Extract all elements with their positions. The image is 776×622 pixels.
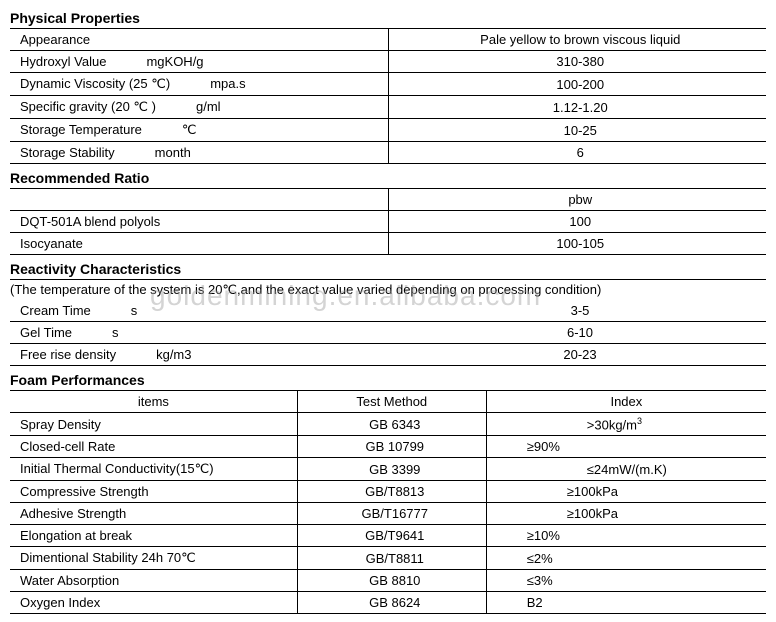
ratio-table: pbw DQT-501A blend polyols100Isocyanate1… <box>10 189 766 255</box>
foam-index: ≥90% <box>486 436 766 458</box>
table-row: Storage Stabilitymonth6 <box>10 142 766 164</box>
foam-item: Initial Thermal Conductivity(15℃) <box>10 458 297 481</box>
table-row: Free rise densitykg/m320-23 <box>10 344 766 366</box>
foam-item: Compressive Strength <box>10 481 297 503</box>
table-row: AppearancePale yellow to brown viscous l… <box>10 29 766 51</box>
foam-index: ≤24mW/(m.K) <box>486 458 766 481</box>
property-value: 310-380 <box>388 51 766 73</box>
foam-table: items Test Method Index Spray DensityGB … <box>10 391 766 614</box>
reactivity-value: 6-10 <box>388 322 766 344</box>
foam-item: Oxygen Index <box>10 592 297 614</box>
foam-method: GB 10799 <box>297 436 486 458</box>
foam-index: ≤3% <box>486 570 766 592</box>
physical-title: Physical Properties <box>10 6 766 29</box>
table-row: Elongation at breakGB/T9641≥10% <box>10 525 766 547</box>
foam-title: Foam Performances <box>10 368 766 391</box>
foam-item: Elongation at break <box>10 525 297 547</box>
foam-item: Water Absorption <box>10 570 297 592</box>
ratio-label: DQT-501A blend polyols <box>10 211 388 233</box>
foam-method: GB/T16777 <box>297 503 486 525</box>
reactivity-label: Gel Times <box>10 322 388 344</box>
property-unit: mgKOH/g <box>146 54 203 69</box>
table-row: Hydroxyl ValuemgKOH/g310-380 <box>10 51 766 73</box>
foam-item: Dimentional Stability 24h 70℃ <box>10 547 297 570</box>
physical-table: AppearancePale yellow to brown viscous l… <box>10 29 766 164</box>
table-row: Adhesive StrengthGB/T16777≥100kPa <box>10 503 766 525</box>
ratio-label: Isocyanate <box>10 233 388 255</box>
foam-item: Spray Density <box>10 413 297 436</box>
foam-method: GB/T8813 <box>297 481 486 503</box>
reactivity-unit: s <box>112 325 119 340</box>
foam-header-items: items <box>10 391 297 413</box>
table-row: Dimentional Stability 24h 70℃GB/T8811≤2% <box>10 547 766 570</box>
property-unit: month <box>155 145 191 160</box>
property-unit: ℃ <box>182 122 197 138</box>
table-row: DQT-501A blend polyols100 <box>10 211 766 233</box>
reactivity-value: 3-5 <box>388 300 766 322</box>
foam-header-row: items Test Method Index <box>10 391 766 413</box>
table-row: Closed-cell RateGB 10799≥90% <box>10 436 766 458</box>
property-label: Storage Stabilitymonth <box>10 142 388 164</box>
foam-header-method: Test Method <box>297 391 486 413</box>
property-unit: mpa.s <box>210 76 245 91</box>
ratio-header: pbw <box>388 189 766 211</box>
table-row: Oxygen IndexGB 8624B2 <box>10 592 766 614</box>
table-row: Water AbsorptionGB 8810≤3% <box>10 570 766 592</box>
foam-method: GB/T8811 <box>297 547 486 570</box>
foam-index: ≥100kPa <box>486 481 766 503</box>
property-label: Specific gravity (20 ℃ )g/ml <box>10 96 388 119</box>
foam-method: GB/T9641 <box>297 525 486 547</box>
foam-index: ≥100kPa <box>486 503 766 525</box>
table-row: Compressive StrengthGB/T8813≥100kPa <box>10 481 766 503</box>
property-label: Appearance <box>10 29 388 51</box>
table-row: Initial Thermal Conductivity(15℃)GB 3399… <box>10 458 766 481</box>
reactivity-unit: s <box>131 303 138 318</box>
ratio-header-row: pbw <box>10 189 766 211</box>
reactivity-label: Free rise densitykg/m3 <box>10 344 388 366</box>
reactivity-table: Cream Times3-5Gel Times6-10Free rise den… <box>10 300 766 366</box>
table-row: Isocyanate100-105 <box>10 233 766 255</box>
property-value: 10-25 <box>388 119 766 142</box>
property-label: Hydroxyl ValuemgKOH/g <box>10 51 388 73</box>
foam-header-index: Index <box>486 391 766 413</box>
foam-item: Adhesive Strength <box>10 503 297 525</box>
foam-method: GB 3399 <box>297 458 486 481</box>
foam-index: ≤2% <box>486 547 766 570</box>
foam-index: >30kg/m3 <box>486 413 766 436</box>
table-row: Spray DensityGB 6343>30kg/m3 <box>10 413 766 436</box>
foam-method: GB 8624 <box>297 592 486 614</box>
foam-method: GB 8810 <box>297 570 486 592</box>
table-row: Cream Times3-5 <box>10 300 766 322</box>
reactivity-unit: kg/m3 <box>156 347 191 362</box>
foam-index: B2 <box>486 592 766 614</box>
reactivity-value: 20-23 <box>388 344 766 366</box>
property-value: Pale yellow to brown viscous liquid <box>388 29 766 51</box>
reactivity-subtitle: (The temperature of the system is 20℃,an… <box>10 280 766 300</box>
ratio-value: 100-105 <box>388 233 766 255</box>
table-row: Dynamic Viscosity (25 ℃)mpa.s100-200 <box>10 73 766 96</box>
property-value: 1.12-1.20 <box>388 96 766 119</box>
property-unit: g/ml <box>196 99 221 114</box>
foam-method: GB 6343 <box>297 413 486 436</box>
property-label: Storage Temperature℃ <box>10 119 388 142</box>
foam-index: ≥10% <box>486 525 766 547</box>
table-row: Storage Temperature℃10-25 <box>10 119 766 142</box>
reactivity-title: Reactivity Characteristics <box>10 257 766 280</box>
table-row: Specific gravity (20 ℃ )g/ml1.12-1.20 <box>10 96 766 119</box>
reactivity-label: Cream Times <box>10 300 388 322</box>
ratio-title: Recommended Ratio <box>10 166 766 189</box>
ratio-value: 100 <box>388 211 766 233</box>
table-row: Gel Times6-10 <box>10 322 766 344</box>
property-value: 100-200 <box>388 73 766 96</box>
property-label: Dynamic Viscosity (25 ℃)mpa.s <box>10 73 388 96</box>
property-value: 6 <box>388 142 766 164</box>
foam-item: Closed-cell Rate <box>10 436 297 458</box>
